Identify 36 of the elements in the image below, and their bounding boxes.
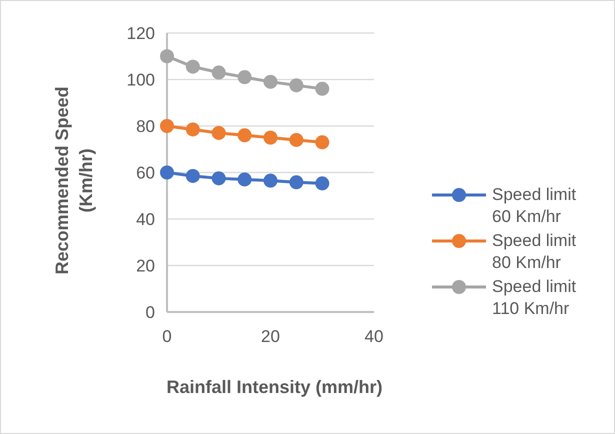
legend-label: Speed limit 80 Km/hr xyxy=(492,231,576,272)
y-tick-label: 120 xyxy=(126,24,155,43)
point xyxy=(315,135,330,150)
x-tick-label: 20 xyxy=(261,327,280,346)
point xyxy=(315,176,330,190)
legend-label: Speed limit 60 Km/hr xyxy=(492,185,576,226)
y-tick-label: 60 xyxy=(136,163,155,182)
y-axis-title: Recommended Speed (Km/hr) xyxy=(52,86,96,275)
x-tick-label: 0 xyxy=(162,327,172,346)
x-tick-label: 40 xyxy=(364,327,384,346)
point xyxy=(238,172,252,186)
point xyxy=(212,126,226,140)
point xyxy=(186,122,200,136)
y-tick-label: 100 xyxy=(126,70,155,90)
y-tick-label: 80 xyxy=(136,116,155,136)
point xyxy=(212,66,226,80)
point xyxy=(186,60,200,74)
point xyxy=(160,166,174,180)
point xyxy=(186,168,200,183)
point xyxy=(238,70,252,84)
point xyxy=(264,130,278,145)
point xyxy=(160,119,174,133)
point xyxy=(289,175,304,190)
point xyxy=(238,128,252,142)
x-axis-title: Rainfall Intensity (mm/hr) xyxy=(166,377,383,397)
y-tick-label: 20 xyxy=(136,256,155,276)
y-tick-label: 40 xyxy=(136,210,155,229)
point xyxy=(212,171,226,186)
point xyxy=(160,49,174,64)
point xyxy=(264,74,278,89)
y-tick-label: 0 xyxy=(146,302,155,322)
point xyxy=(264,174,278,188)
point xyxy=(289,78,304,92)
point xyxy=(315,82,330,96)
point xyxy=(289,132,304,147)
legend-label: Speed limit 110 Km/hr xyxy=(492,277,576,318)
